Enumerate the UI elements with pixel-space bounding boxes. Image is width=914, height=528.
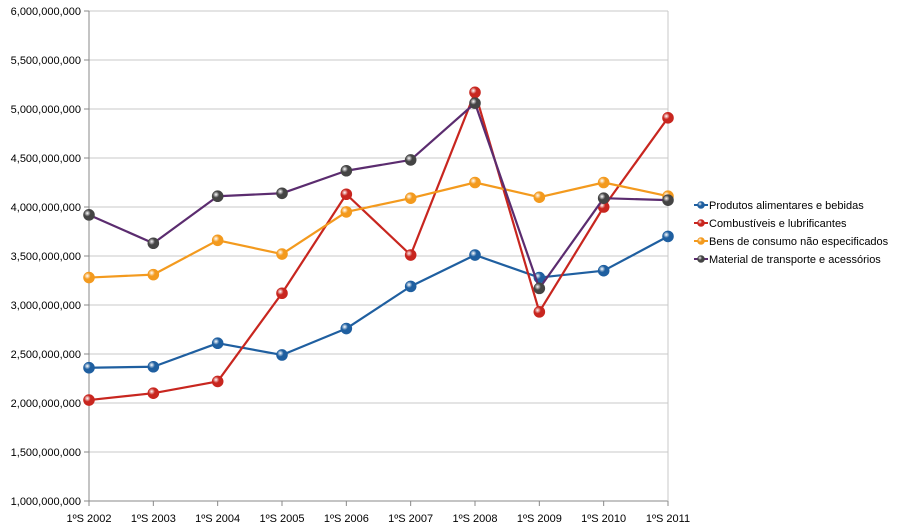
legend-swatch-marker (697, 219, 705, 227)
data-point (469, 176, 481, 189)
y-tick-label: 3,000,000,000 (11, 300, 81, 312)
legend-label: Combustíveis e lubrificantes (709, 218, 847, 230)
legend-swatch-marker (697, 201, 705, 209)
legend: Produtos alimentares e bebidas Combustíve… (694, 200, 889, 266)
y-tick-label: 5,000,000,000 (11, 104, 81, 116)
x-tick-label: 1ºS 2004 (195, 513, 240, 525)
x-tick-label: 1ºS 2010 (581, 513, 626, 525)
data-point (469, 86, 481, 99)
legend-item: Bens de consumo não especificados (694, 236, 889, 248)
data-point (83, 209, 95, 221)
legend-item: Produtos alimentares e bebidas (694, 200, 864, 212)
data-point (147, 360, 160, 373)
data-point (276, 287, 288, 300)
data-point (469, 249, 481, 261)
data-point (533, 306, 546, 318)
data-point (662, 230, 674, 243)
x-tick-label: 1ºS 2003 (131, 513, 176, 525)
x-tick-label: 1ºS 2009 (517, 513, 562, 525)
data-point (533, 282, 546, 295)
series-1 (83, 230, 674, 374)
legend-item: Material de transporte e acessórios (694, 254, 881, 266)
legend-swatch-marker (697, 255, 705, 263)
grid-lines (89, 10, 668, 502)
data-point (276, 187, 288, 200)
data-point (662, 112, 674, 124)
data-point (404, 280, 417, 293)
y-tick-label: 6,000,000,000 (11, 6, 81, 18)
y-tick-label: 5,500,000,000 (11, 55, 81, 67)
x-tick-label: 1ºS 2011 (646, 513, 690, 525)
data-point (404, 249, 417, 261)
data-point (469, 97, 481, 109)
x-tick-label: 1ºS 2008 (453, 513, 498, 525)
legend-label: Bens de consumo não especificados (709, 236, 889, 248)
data-point (404, 154, 417, 166)
data-point (597, 264, 610, 277)
x-tick-label: 1ºS 2002 (67, 513, 112, 525)
data-point (404, 192, 417, 204)
data-point (147, 268, 160, 281)
data-point (147, 237, 160, 250)
data-point (662, 194, 674, 206)
legend-label: Material de transporte e acessórios (709, 254, 881, 266)
series-line (88, 102, 669, 290)
series-2 (83, 86, 674, 406)
data-point (211, 190, 224, 203)
y-tick-label: 2,000,000,000 (11, 398, 81, 410)
data-point (340, 188, 353, 201)
y-tick-label: 1,000,000,000 (11, 496, 81, 508)
x-axis-ticks: 1ºS 2002 1ºS 2003 1ºS 2004 1ºS 2005 1ºS 2006… (67, 501, 690, 525)
data-point (211, 234, 224, 247)
data-point (340, 322, 353, 335)
data-point (211, 337, 224, 350)
y-tick-label: 4,000,000,000 (11, 202, 81, 214)
data-point (340, 206, 353, 218)
legend-swatch-marker (697, 237, 705, 245)
x-tick-label: 1ºS 2006 (324, 513, 369, 525)
data-point (83, 361, 95, 374)
data-point (597, 176, 610, 189)
legend-label: Produtos alimentares e bebidas (709, 200, 864, 212)
data-point (211, 375, 224, 388)
series-group (83, 86, 674, 406)
y-tick-label: 4,500,000,000 (11, 153, 81, 165)
series-4 (83, 97, 674, 295)
data-point (83, 394, 95, 406)
y-tick-label: 1,500,000,000 (11, 447, 81, 459)
data-point (276, 349, 288, 361)
series-line (88, 235, 669, 369)
x-tick-label: 1ºS 2007 (388, 513, 433, 525)
data-point (533, 191, 546, 203)
data-point (83, 271, 95, 284)
data-point (147, 387, 160, 400)
data-point (276, 248, 288, 260)
data-point (597, 192, 610, 204)
y-tick-label: 2,500,000,000 (11, 349, 81, 361)
series-line (88, 91, 669, 402)
series-line (88, 181, 669, 279)
y-tick-label: 3,500,000,000 (11, 251, 81, 263)
y-axis-ticks: 1,000,000,000 1,500,000,000 2,000,000,000 2… (11, 6, 89, 508)
data-point (340, 164, 353, 177)
x-tick-label: 1ºS 2005 (260, 513, 305, 525)
legend-item: Combustíveis e lubrificantes (694, 218, 847, 230)
